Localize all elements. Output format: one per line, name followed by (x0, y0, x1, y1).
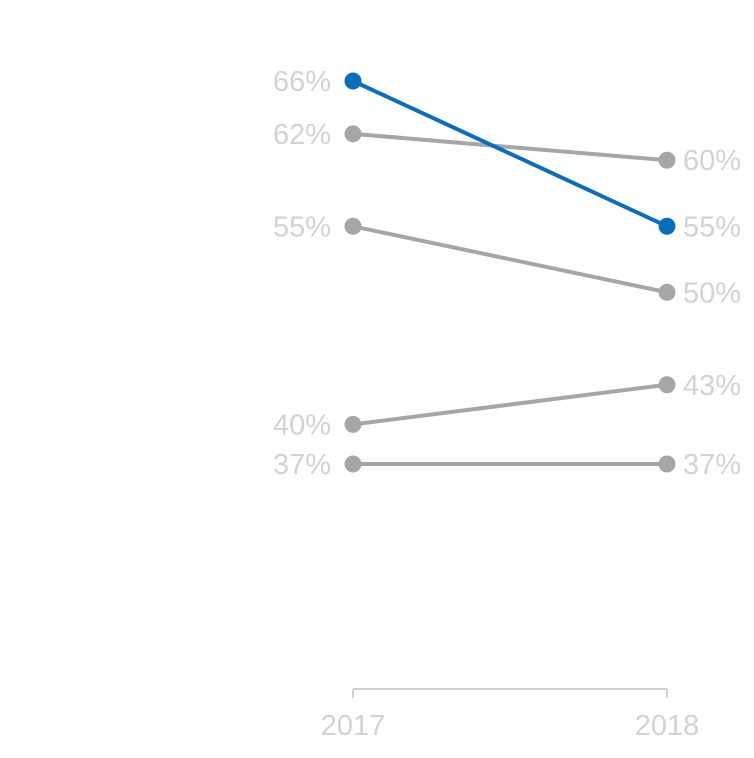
series-2-line (351, 224, 669, 295)
series-4-point-2018 (658, 455, 676, 473)
x-tick-label-2018: 2018 (635, 710, 700, 742)
series-3-label-2018: 43% (683, 370, 741, 402)
series-1-label-2017: 62% (273, 119, 331, 151)
series-0-label-2017: 66% (273, 66, 331, 98)
series-0-point-2018 (658, 217, 676, 235)
series-4-point-2017 (344, 455, 362, 473)
series-2: 55% 50% (273, 211, 741, 309)
series-2-label-2018: 50% (683, 277, 741, 309)
series-layer: 62% 60% 55% 50% 40% 43% 37% 37% 66% 55% (273, 66, 741, 481)
series-3-line (351, 382, 669, 427)
series-2-point-2017 (344, 217, 362, 235)
series-2-label-2017: 55% (273, 211, 331, 243)
series-1: 62% 60% (273, 119, 741, 177)
series-1-point-2018 (658, 151, 676, 169)
x-tick-label-2017: 2017 (321, 710, 386, 742)
series-4: 37% 37% (273, 449, 741, 481)
series-3: 40% 43% (273, 370, 741, 442)
series-3-point-2018 (658, 376, 676, 394)
series-3-label-2017: 40% (273, 409, 331, 441)
series-0-line (351, 79, 669, 229)
x-axis: 2017 2018 (321, 688, 700, 742)
series-4-label-2018: 37% (683, 449, 741, 481)
series-1-line (351, 131, 669, 163)
series-4-label-2017: 37% (273, 449, 331, 481)
series-0-label-2018: 55% (683, 211, 741, 243)
series-3-point-2017 (344, 415, 362, 433)
series-1-point-2017 (344, 125, 362, 143)
series-1-label-2018: 60% (683, 145, 741, 177)
series-2-point-2018 (658, 283, 676, 301)
series-0: 66% 55% (273, 66, 741, 243)
series-0-point-2017 (344, 72, 362, 90)
